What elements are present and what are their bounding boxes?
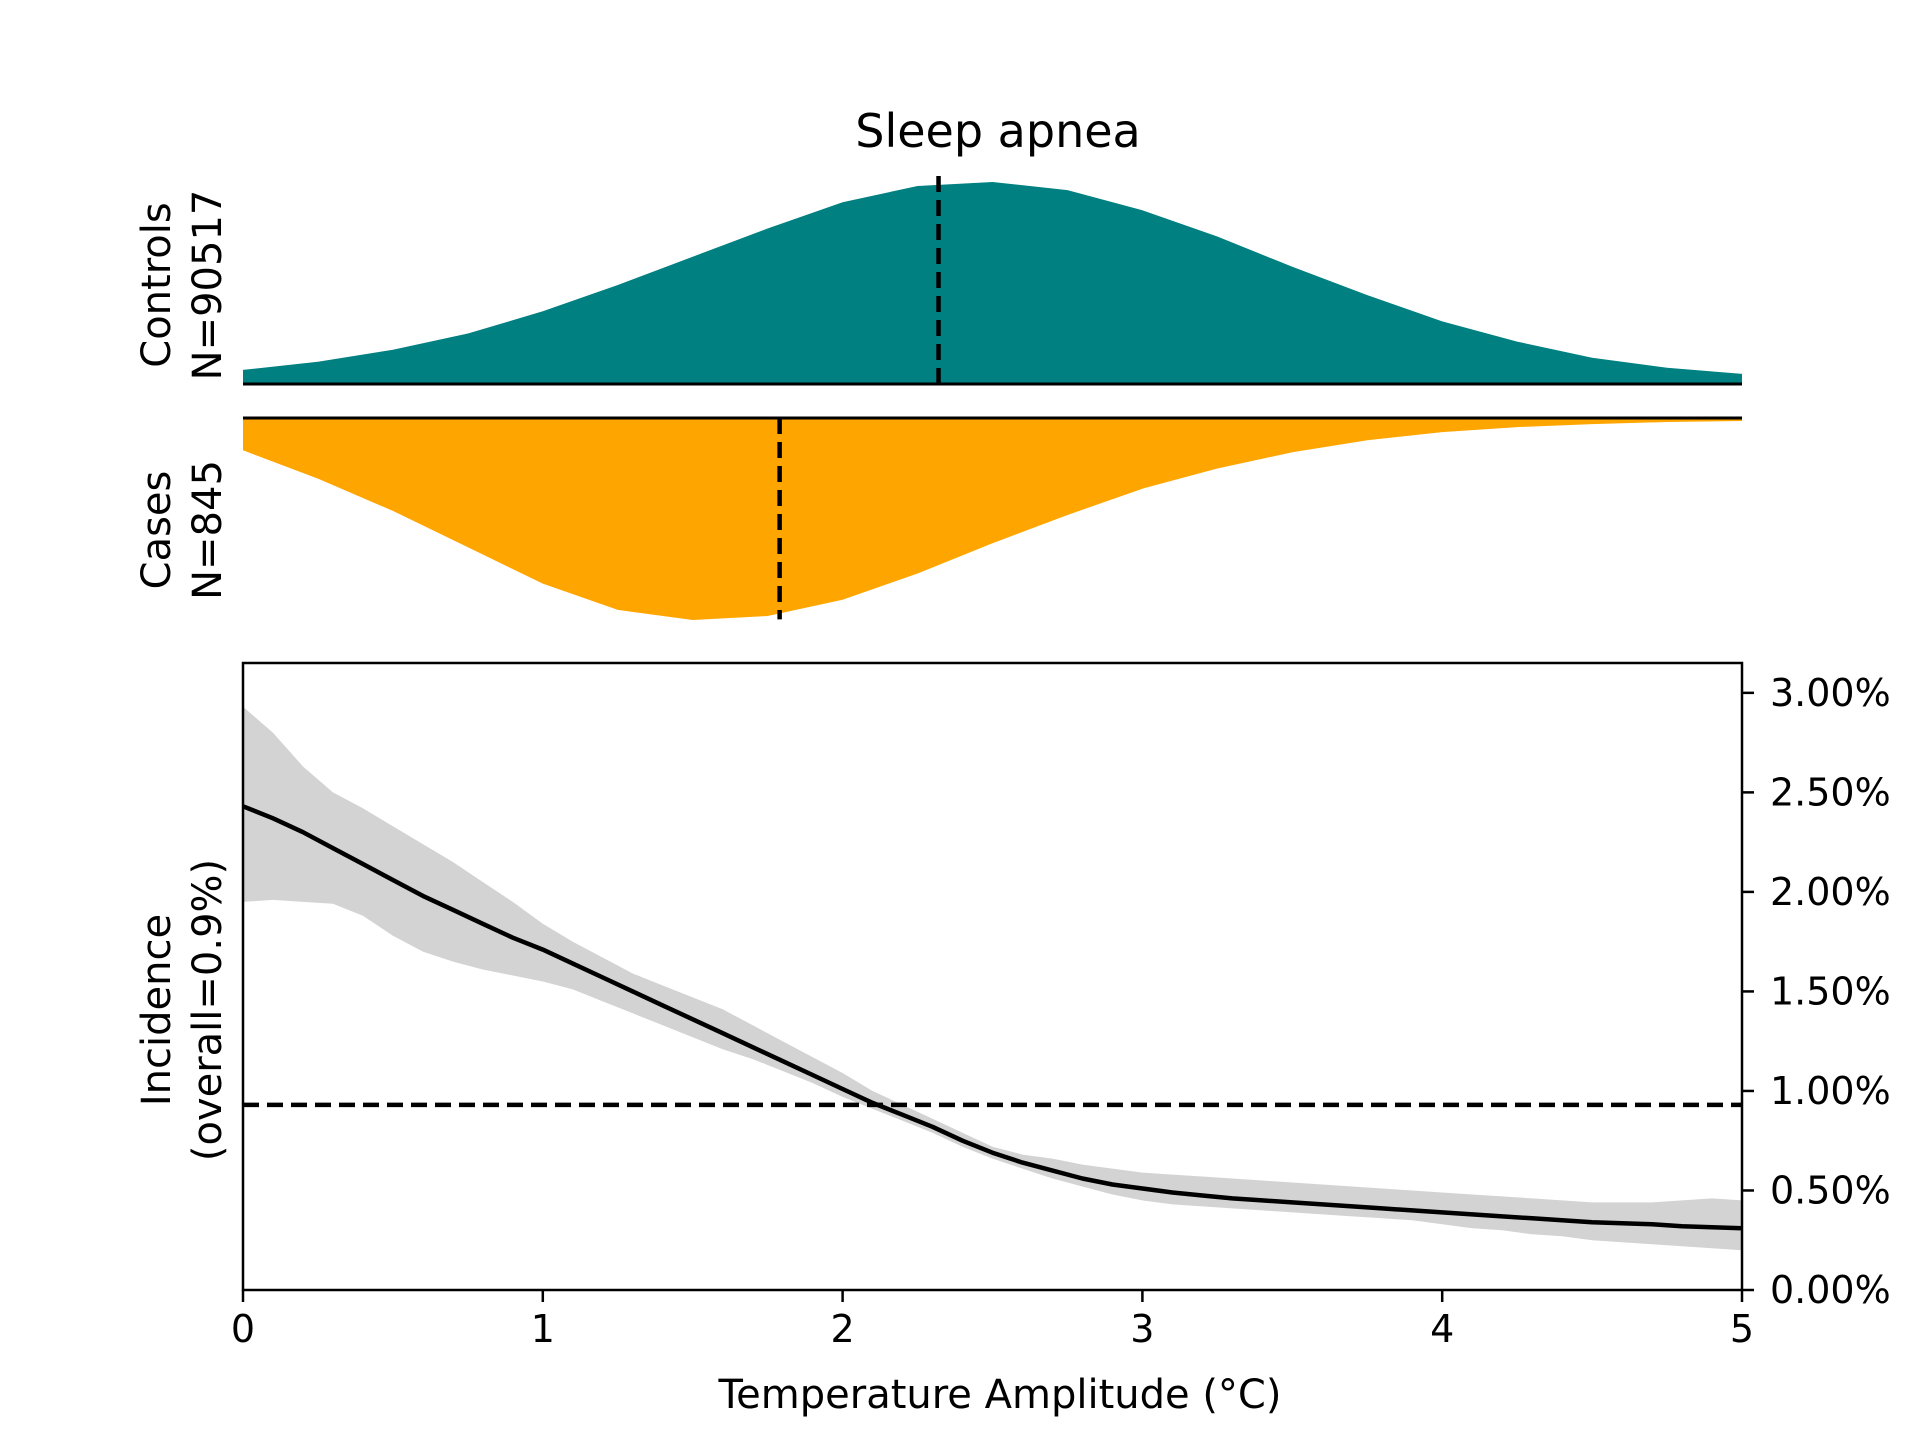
x-tick-label: 2 <box>831 1307 855 1351</box>
y-tick-label: 3.00% <box>1770 671 1891 715</box>
controls-n-label: N=90517 <box>185 190 231 381</box>
y-tick-label: 1.00% <box>1770 1069 1891 1113</box>
incidence-panel: 0 1 2 3 4 5 0.00% 0.50% 1.00% 1.50% 2.00% 2.50% 3.00… <box>231 661 1891 1351</box>
y-axis-label-line1: Incidence <box>134 914 180 1106</box>
y-axis-label-line2: (overall=0.9%) <box>185 859 231 1161</box>
controls-density-area <box>243 182 1742 384</box>
y-tick-label: 0.00% <box>1770 1268 1891 1312</box>
x-tick-label: 3 <box>1130 1307 1154 1351</box>
plot-frame <box>241 661 1744 1292</box>
incidence-line <box>242 804 1743 1231</box>
controls-label: Controls <box>134 202 180 367</box>
chart-title: Sleep apnea <box>855 104 1140 158</box>
x-axis-label: Temperature Amplitude (°C) <box>718 1372 1282 1418</box>
y-tick-label: 2.00% <box>1770 870 1891 914</box>
x-tick-label: 0 <box>231 1307 255 1351</box>
cases-label: Cases <box>134 471 180 590</box>
x-tick-label: 4 <box>1430 1307 1454 1351</box>
cases-density-area <box>243 418 1742 620</box>
distribution-panel <box>243 172 1742 620</box>
y-tick-label: 1.50% <box>1770 969 1891 1013</box>
y-tick-label: 0.50% <box>1770 1168 1891 1212</box>
confidence-band <box>243 706 1742 1251</box>
cases-n-label: N=845 <box>185 460 231 600</box>
y-tick-label: 2.50% <box>1770 770 1891 814</box>
x-tick-label: 5 <box>1730 1307 1754 1351</box>
x-tick-label: 1 <box>531 1307 555 1351</box>
